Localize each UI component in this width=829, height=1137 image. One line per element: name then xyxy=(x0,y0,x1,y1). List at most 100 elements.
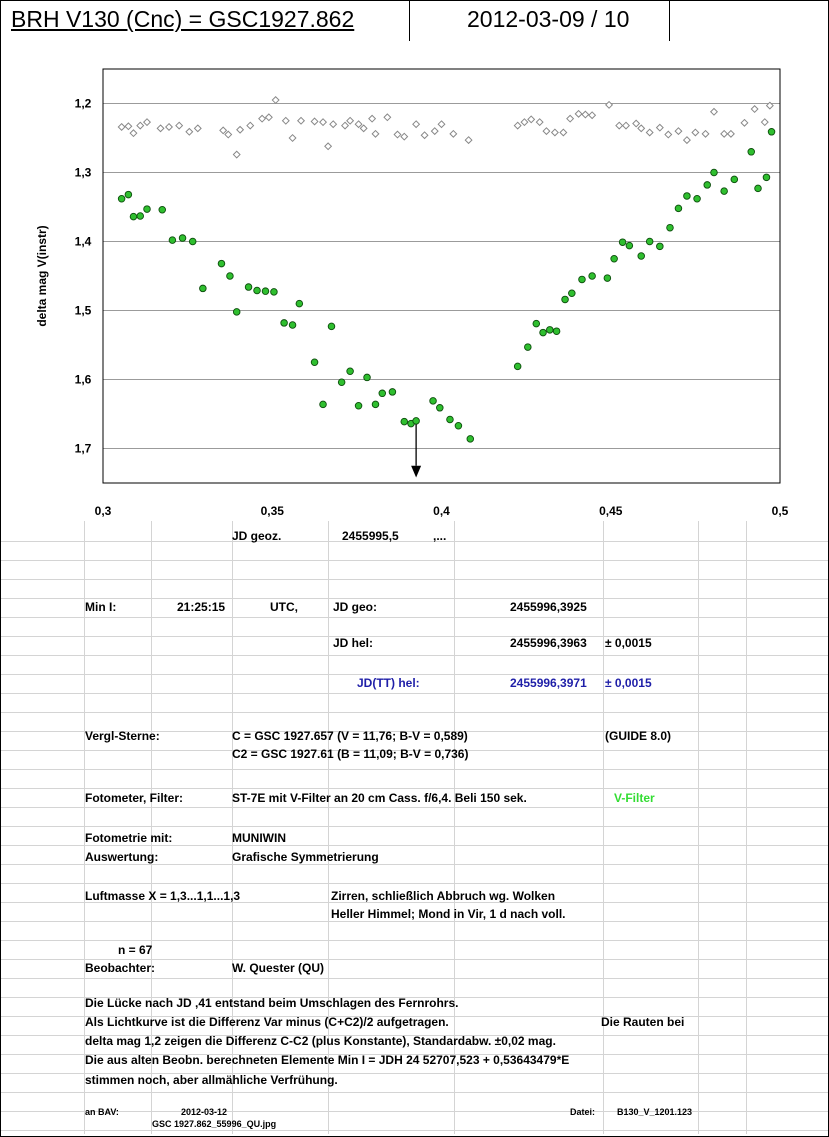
y-tick-label: 1,6 xyxy=(75,373,92,387)
diamond-point xyxy=(750,105,759,114)
diamond-point xyxy=(368,114,377,123)
diamond-point xyxy=(346,116,355,125)
diamond-point xyxy=(156,124,165,133)
luftmasse: Luftmasse X = 1,3...1,1...1,3 xyxy=(85,889,241,903)
jd-geoz-label: JD geoz. xyxy=(232,529,282,543)
data-point xyxy=(310,358,319,367)
diamond-point xyxy=(288,133,297,143)
data-point xyxy=(552,327,561,335)
diamond-point xyxy=(566,114,575,123)
diamond-point xyxy=(117,122,126,131)
data-point xyxy=(683,192,691,200)
diamond-point xyxy=(232,150,241,159)
diamond-point xyxy=(224,130,233,139)
diamond-point xyxy=(621,121,630,130)
footer-an-bav-label: an BAV: xyxy=(85,1107,119,1117)
diamond-point xyxy=(175,121,184,130)
diamond-point xyxy=(264,113,273,122)
diamond-point xyxy=(765,101,774,110)
jd-hel-error: ± 0,0015 xyxy=(605,636,652,650)
data-point xyxy=(532,319,541,328)
diamond-point xyxy=(324,142,333,151)
data-point xyxy=(666,223,674,232)
data-point xyxy=(637,252,645,260)
jdtt-hel-error: ± 0,0015 xyxy=(605,676,652,690)
series-comparison-diamonds xyxy=(117,96,774,159)
diamond-point xyxy=(165,122,174,131)
diamond-point xyxy=(637,124,646,133)
data-point xyxy=(117,194,126,203)
diamond-point xyxy=(129,129,138,138)
diamond-point xyxy=(310,117,319,126)
y-tick-label: 1,4 xyxy=(75,235,92,249)
diamond-point xyxy=(258,114,267,123)
auswertung-value: Grafische Symmetrierung xyxy=(232,850,379,864)
data-point xyxy=(244,283,253,291)
data-point xyxy=(363,373,371,382)
fotometer-label: Fotometer, Filter: xyxy=(85,791,184,805)
diamond-point xyxy=(720,129,729,138)
data-point xyxy=(539,328,547,337)
diamond-point xyxy=(341,121,350,130)
series-variable-circles xyxy=(117,128,776,443)
diamond-point xyxy=(535,118,544,127)
data-point xyxy=(400,417,409,426)
diamond-point xyxy=(760,118,769,127)
diamond-point xyxy=(297,116,306,125)
data-point xyxy=(226,272,234,280)
data-point xyxy=(720,187,728,195)
x-tick-label: 0,3 xyxy=(95,504,112,518)
diamond-point xyxy=(124,122,133,131)
data-point xyxy=(466,435,475,443)
data-point xyxy=(645,237,654,246)
diamond-point xyxy=(383,113,392,122)
x-tick-labels: 0,3 0,35 0,4 0,45 0,5 xyxy=(95,504,789,518)
beobachter-value: W. Quester (QU) xyxy=(232,961,325,975)
diamond-point xyxy=(329,120,338,129)
diamond-point xyxy=(664,130,673,139)
diamond-point xyxy=(464,136,473,145)
data-point xyxy=(618,238,627,246)
diamond-point xyxy=(527,115,536,124)
diamond-point xyxy=(142,118,152,127)
note-line-2-right: Die Rauten bei xyxy=(601,1015,685,1029)
data-point xyxy=(168,236,177,244)
diamond-point xyxy=(645,128,654,137)
diamond-point xyxy=(219,126,228,135)
data-point xyxy=(656,242,664,251)
data-point xyxy=(253,286,261,295)
diamond-point xyxy=(632,119,641,128)
data-point xyxy=(625,241,634,250)
observation-date: 2012-03-09 / 10 xyxy=(467,6,630,32)
luftmasse-note-2: Heller Himmel; Mond in Vir, 1 d nach vol… xyxy=(331,907,566,921)
diamond-point xyxy=(359,124,368,133)
diamond-point xyxy=(709,107,718,116)
jd-geoz-value: 2455995,5 xyxy=(342,529,399,543)
data-point xyxy=(762,173,771,182)
jd-hel-value: 2455996,3963 xyxy=(510,636,587,650)
chart-axes xyxy=(102,68,781,484)
min-label: Min I: xyxy=(85,600,117,614)
diamond-point xyxy=(550,128,559,137)
data-point xyxy=(674,204,683,213)
x-tick-label: 0,5 xyxy=(772,504,789,518)
diamond-point xyxy=(412,120,421,129)
diamond-point xyxy=(271,96,280,105)
diamond-point xyxy=(193,124,202,133)
diamond-point xyxy=(513,121,522,130)
plot-area-frame xyxy=(102,68,781,484)
data-point xyxy=(129,212,138,221)
light-curve-chart: 1,2 1,3 1,4 1,5 1,6 1,7 0,3 0,35 0,4 0,45 0,5 del… xyxy=(1,41,828,521)
data-point xyxy=(610,254,618,263)
footer-file: GSC 1927.862_55996_QU.jpg xyxy=(152,1119,277,1129)
min-time: 21:25:15 xyxy=(177,600,226,614)
data-point xyxy=(603,274,612,282)
data-point xyxy=(524,343,532,351)
data-point xyxy=(710,168,718,177)
y-tick-label: 1,2 xyxy=(75,97,92,111)
vergl-label: Vergl-Sterne: xyxy=(85,729,160,743)
diamond-point xyxy=(354,120,363,129)
jd-geo-label: JD geo: xyxy=(333,600,378,614)
diamond-point xyxy=(674,127,683,136)
